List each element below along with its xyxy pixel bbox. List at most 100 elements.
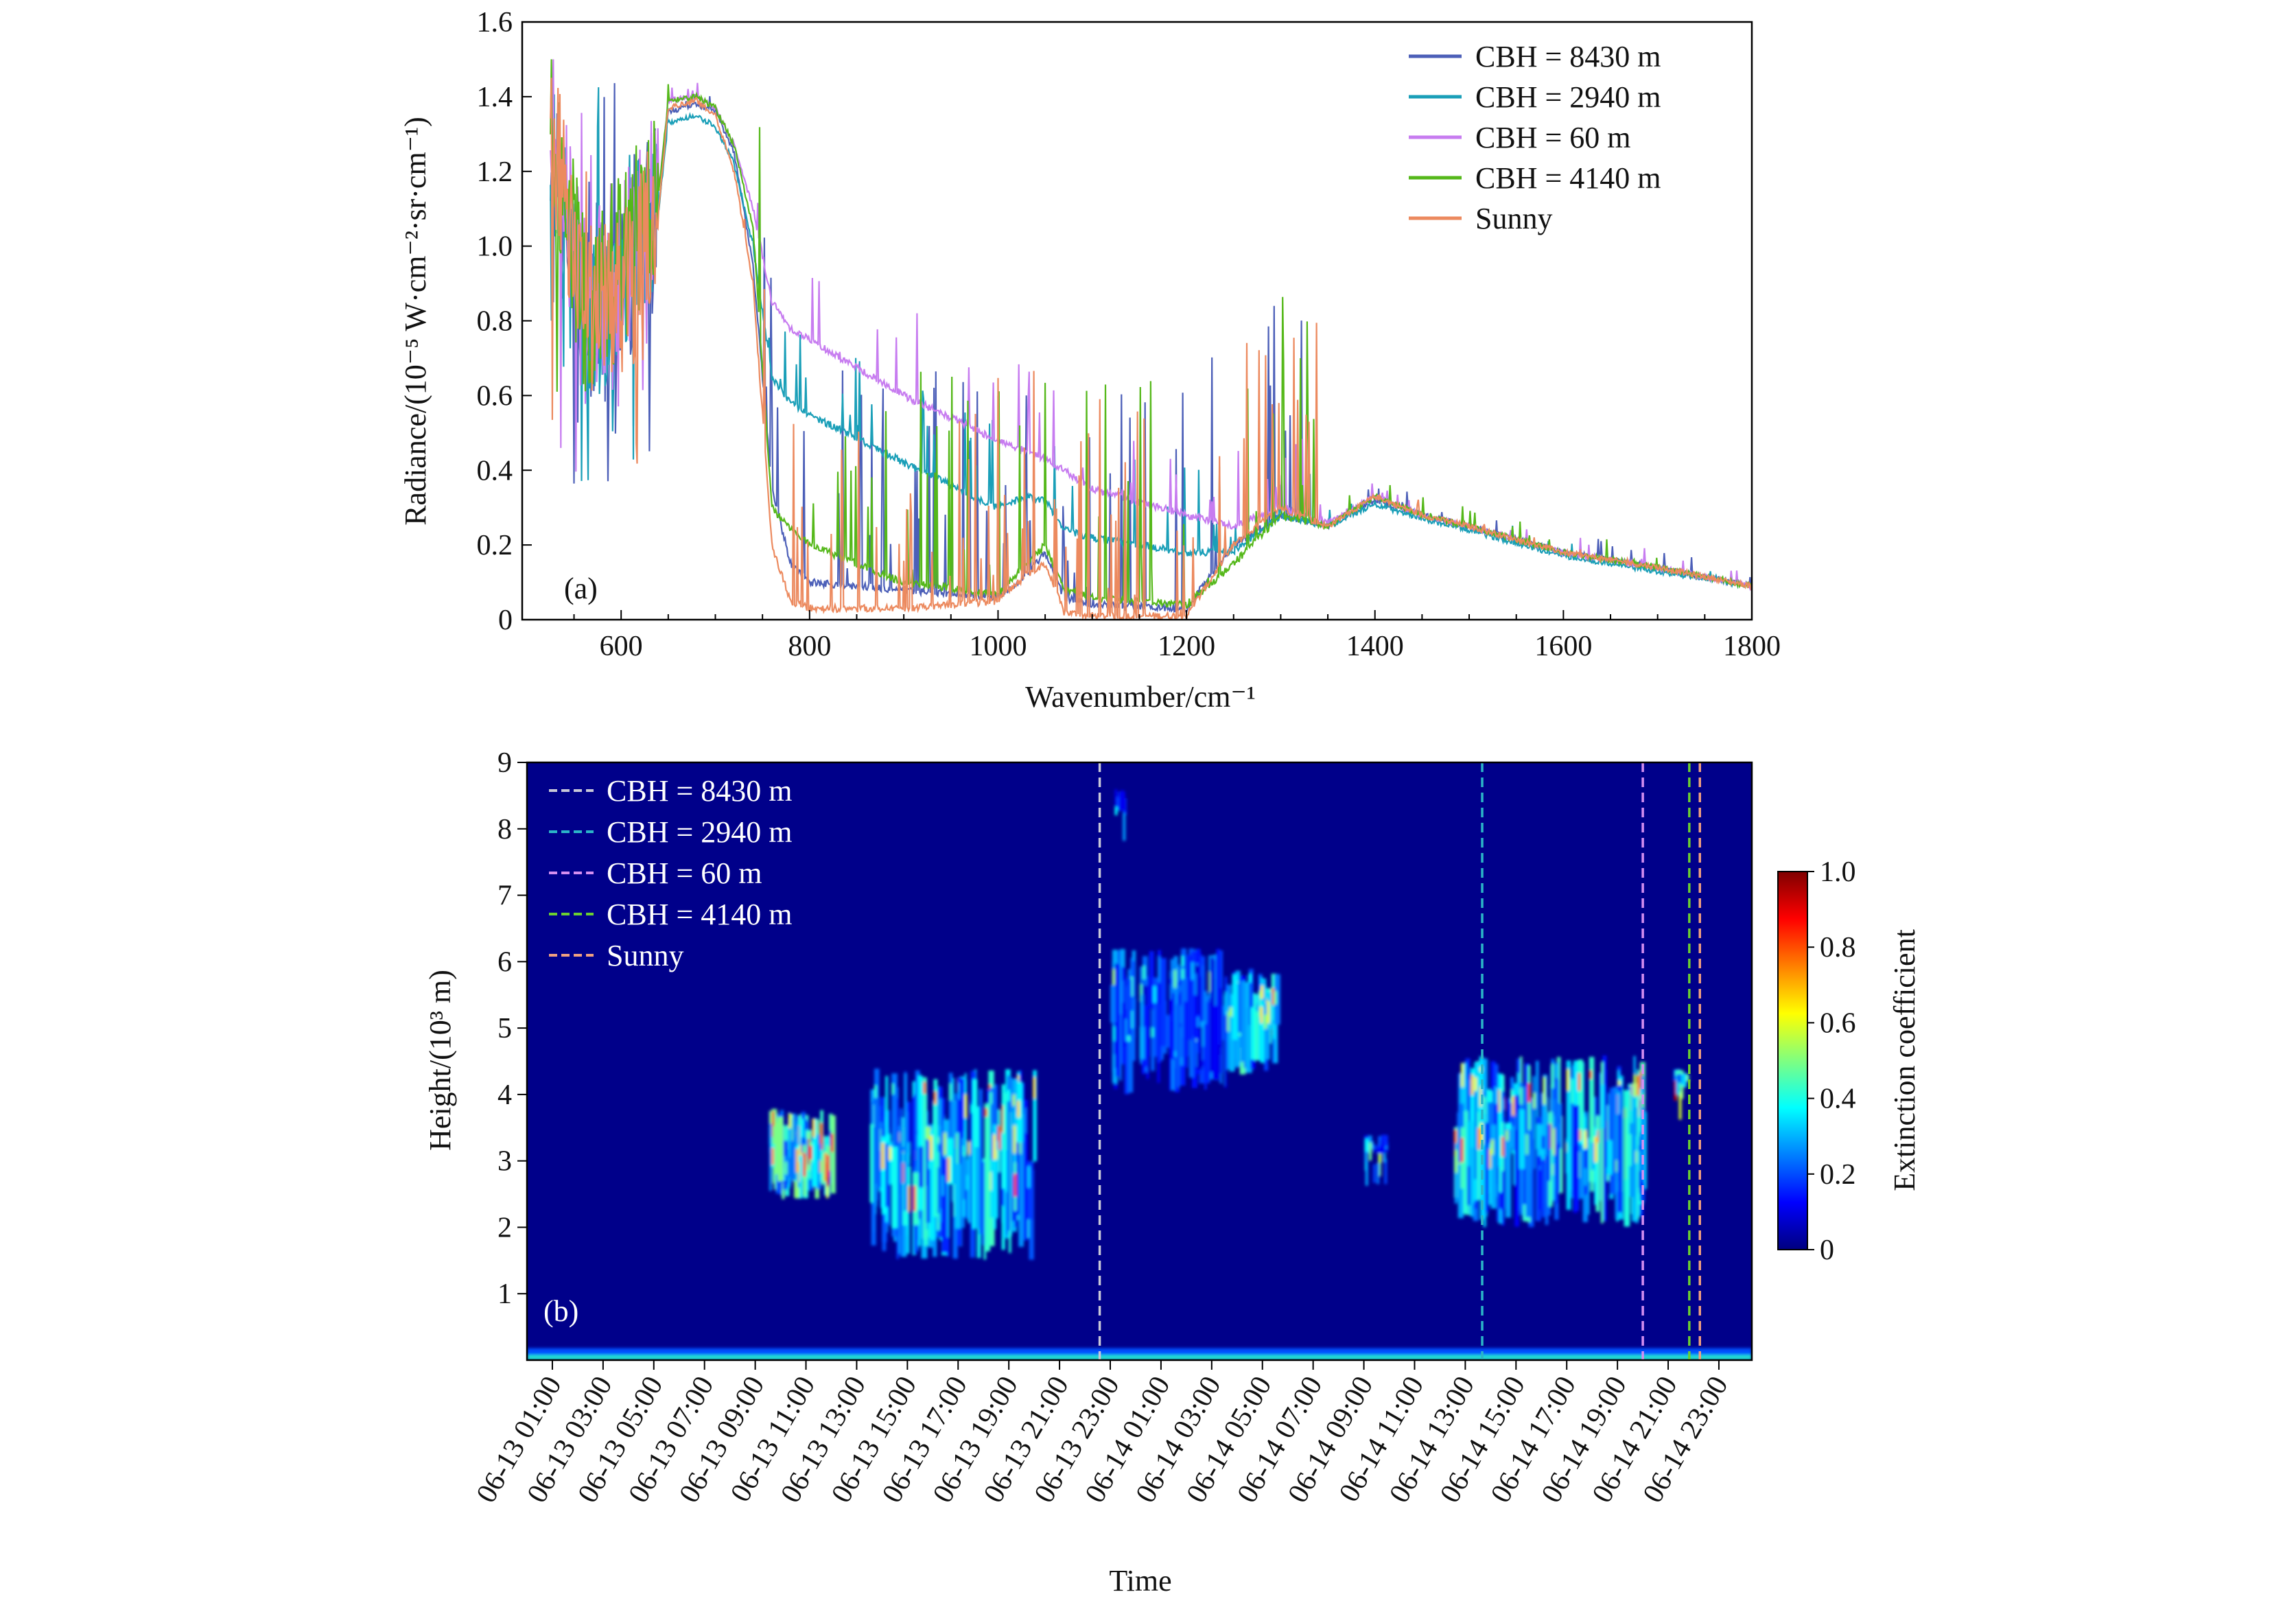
cloud-core (1191, 962, 1194, 981)
colorbar-tick-label: 1.0 (1820, 856, 1856, 888)
cloud-streak (974, 1147, 980, 1228)
cloud-streak (1577, 1144, 1583, 1200)
cloud-core (1224, 991, 1228, 1016)
cloud-core (1014, 1173, 1017, 1197)
cloud-streak (1241, 981, 1246, 1062)
cloud-core (970, 1104, 973, 1114)
cloud-core (783, 1156, 786, 1180)
cloud-core (1677, 1078, 1680, 1096)
cloud-core (1617, 1091, 1621, 1114)
cloud-streak (1601, 1084, 1606, 1129)
cloud-core (1555, 1064, 1558, 1079)
cloud-core (1543, 1077, 1546, 1105)
surface-band-core (527, 1355, 1752, 1360)
cloud-streak (1119, 1014, 1122, 1081)
cloud-core (809, 1145, 812, 1160)
cloud-streak (1383, 1134, 1388, 1147)
cloud-streak (1012, 1078, 1019, 1140)
cloud-streak (1466, 1079, 1472, 1149)
y-tick-label-a: 1.2 (477, 156, 513, 188)
cloud-streak (1237, 983, 1241, 1033)
cloud-core (1365, 1160, 1368, 1186)
x-axis-label-a: Wavenumber/cm⁻¹ (1025, 680, 1256, 714)
cloud-streak (1606, 1140, 1613, 1175)
cloud-streak (1202, 991, 1208, 1040)
cloud-streak (1609, 1088, 1616, 1195)
cloud-core (968, 1141, 971, 1155)
cloud-core (1274, 991, 1278, 1005)
cloud-core (1471, 1075, 1474, 1095)
cloud-core (1033, 1077, 1036, 1099)
cloud-streak (1024, 1099, 1028, 1241)
cloud-streak (1110, 985, 1116, 1023)
cloud-core (1519, 1087, 1523, 1105)
legend-entry-b: CBH = 2940 m (607, 815, 793, 849)
cloud-streak (788, 1112, 790, 1189)
cloud-streak (1206, 1001, 1210, 1084)
cloud-core (1378, 1150, 1381, 1176)
cloud-streak (1559, 1116, 1563, 1193)
cloud-streak (1497, 1073, 1503, 1167)
cbh-markers (1098, 762, 1701, 1360)
cloud-streak (1115, 964, 1121, 1077)
cloud-core (1584, 1168, 1587, 1186)
cloud-streak (1381, 1134, 1385, 1143)
cloud-streak (994, 1141, 999, 1219)
cloud-core (1678, 1092, 1682, 1120)
cloud-streak (1212, 1005, 1219, 1080)
cloud-streak (1624, 1107, 1627, 1180)
cloud-streak (993, 1124, 996, 1230)
cloud-streak (1547, 1124, 1551, 1181)
cloud-streak (1578, 1060, 1583, 1130)
cloud-streak (1184, 1001, 1188, 1068)
cloud-streak (1556, 1080, 1559, 1145)
cloud-core (1001, 1105, 1005, 1133)
cloud-core (788, 1113, 791, 1129)
cloud-streak (1248, 969, 1254, 1025)
cloud-streak (1156, 1004, 1162, 1062)
cloud-streak (1379, 1145, 1385, 1154)
cloud-streak (874, 1068, 880, 1184)
y-tick-label-a: 1.4 (477, 82, 513, 113)
cloud-core (1261, 985, 1264, 998)
cloud-core (936, 1152, 939, 1168)
panel-label-a: (a) (564, 572, 598, 605)
cloud-streak (1254, 1011, 1259, 1061)
cloud-streak (1169, 978, 1172, 1091)
cloud-streak (1200, 1021, 1206, 1047)
y-tick-label-a: 0.4 (477, 455, 513, 487)
cloud-streak (1537, 1124, 1544, 1156)
cloud-core (771, 1147, 775, 1165)
cloud-streak (941, 1158, 948, 1253)
cloud-core (1674, 1080, 1677, 1101)
cloud-core (830, 1134, 834, 1152)
x-tick-label-a: 1000 (969, 631, 1027, 662)
cloud-core (1027, 1166, 1031, 1188)
cloud-streak (926, 1169, 930, 1223)
cloud-core (1151, 1027, 1154, 1038)
cloud-core (1595, 1130, 1599, 1143)
cloud-streak (915, 1070, 920, 1168)
cloud-core (1453, 1130, 1457, 1156)
legend-entry-a: CBH = 2940 m (1475, 80, 1661, 114)
cloud-core (829, 1137, 832, 1148)
y-tick-label-b: 4 (497, 1079, 512, 1111)
cloud-streak (1204, 1024, 1207, 1090)
cloud-streak (1119, 791, 1125, 810)
y-axis-label-a: Radiance/(10⁻⁵ W·cm⁻²·sr·cm⁻¹) (399, 117, 432, 526)
cloud-streak (769, 1110, 772, 1191)
cloud-core (1372, 1164, 1376, 1183)
cloud-core (1525, 1134, 1529, 1155)
cloud-streak (1018, 1114, 1024, 1247)
cloud-core (826, 1155, 830, 1177)
cloud-core (1017, 1100, 1020, 1118)
cloud-streak (1506, 1129, 1512, 1218)
cloud-core (1514, 1114, 1518, 1130)
cloud-core (1523, 1086, 1527, 1108)
cloud-core (881, 1143, 885, 1169)
cloud-streak (1637, 1069, 1639, 1219)
cloud-streak (830, 1115, 836, 1193)
cloud-streak (784, 1157, 790, 1178)
cloud-streak (1017, 1082, 1023, 1143)
y-tick-label-a: 0 (498, 605, 513, 636)
